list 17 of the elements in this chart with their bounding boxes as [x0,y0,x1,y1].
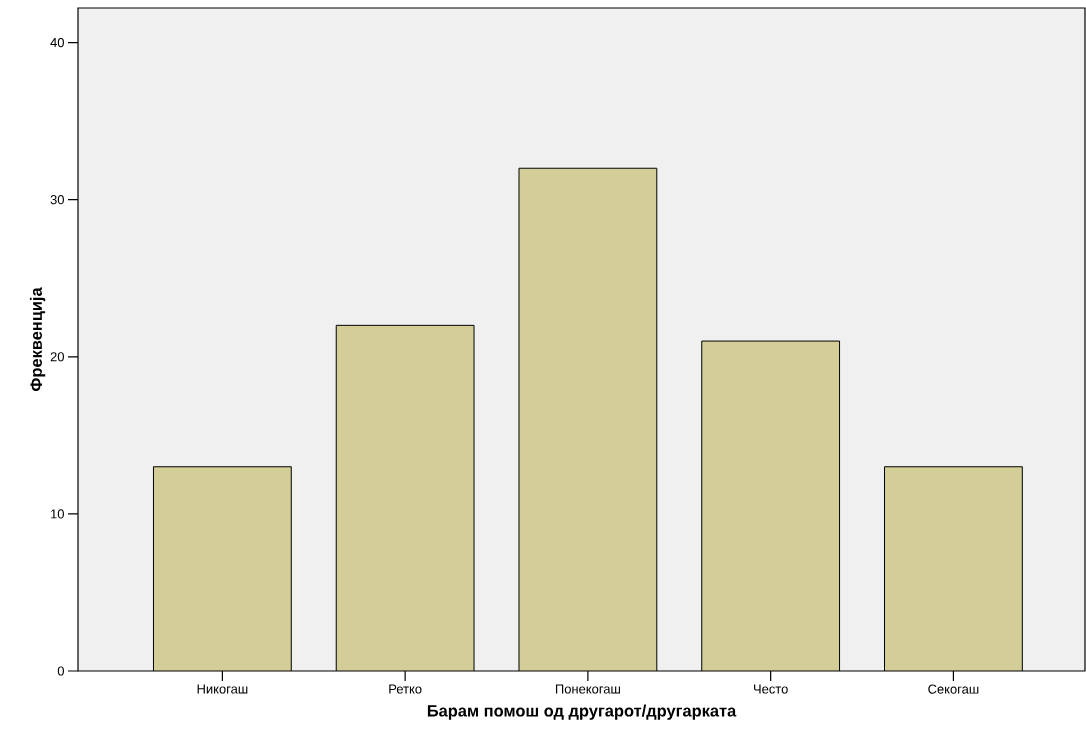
y-tick-label: 0 [57,666,64,676]
x-tick-label: Често [754,684,788,694]
x-tick-label: Никогаш [197,684,248,694]
bar [518,167,658,671]
x-tick-label: Ретко [389,684,422,694]
x-axis-title: Барам помош од другарот/другарката [427,704,737,720]
x-tick-label: Понекогаш [555,684,620,694]
bar [701,340,841,671]
y-tick-label: 20 [50,352,64,362]
bar [336,325,475,671]
bar [884,466,1023,671]
bar [152,466,292,671]
x-tick-label: Секогаш [928,684,979,694]
y-tick-label: 40 [50,37,64,48]
y-axis-title: Фреквенција [29,287,46,392]
y-tick-label: 30 [50,195,64,205]
y-tick-label: 10 [51,509,64,519]
